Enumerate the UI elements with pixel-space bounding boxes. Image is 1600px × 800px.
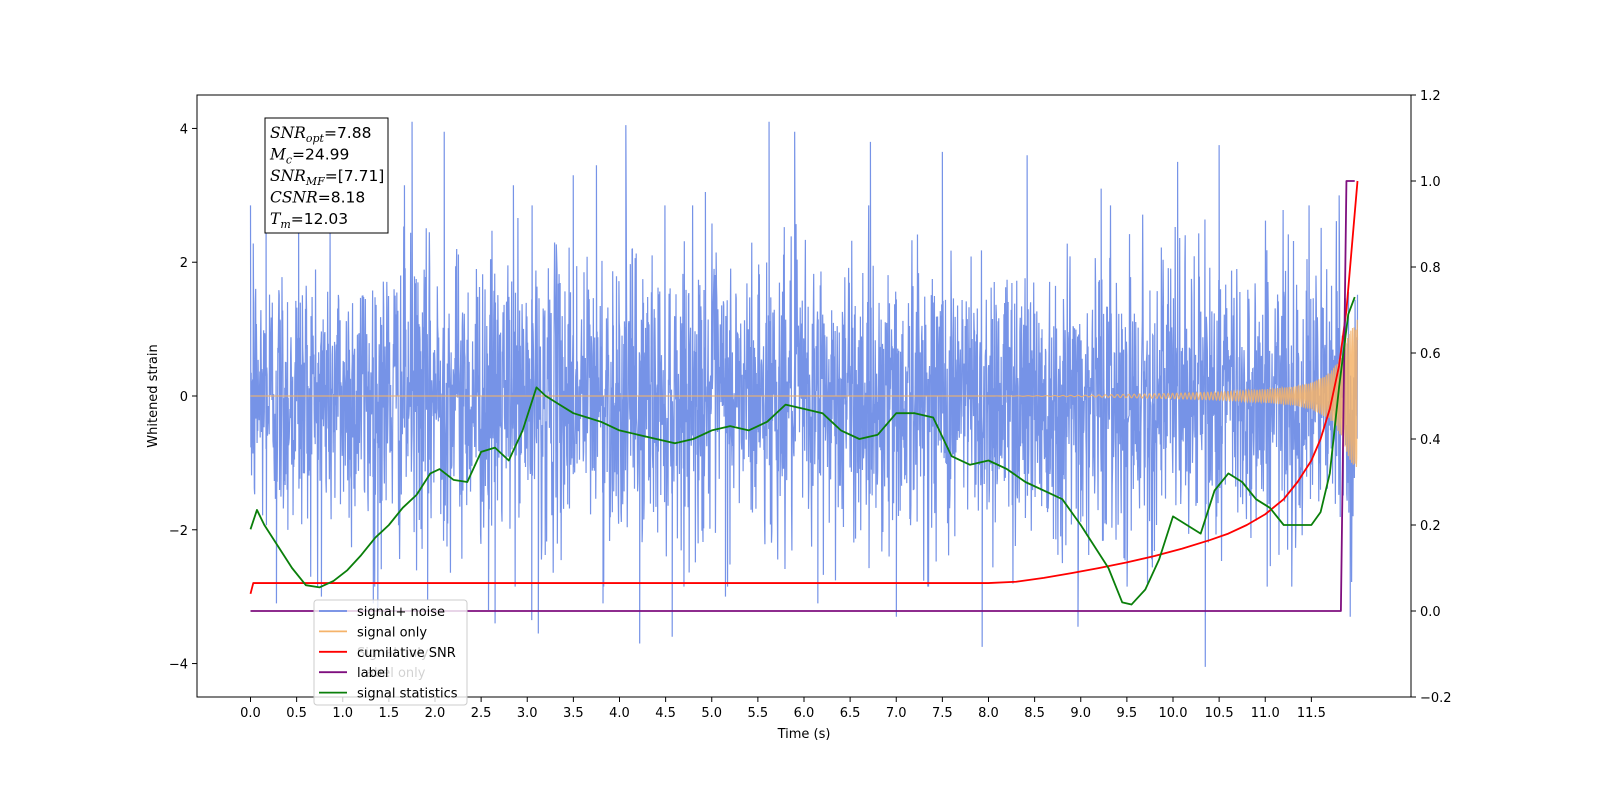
x-tick-label: 6.5 — [840, 706, 861, 721]
annotation-line: Tm=12.03 — [270, 210, 348, 231]
x-tick-label: 5.0 — [701, 706, 722, 721]
legend-label: label — [357, 666, 388, 681]
x-tick-label: 7.5 — [932, 706, 953, 721]
series-signal-only-line — [250, 319, 1359, 468]
series-signal-statistics-line — [249, 296, 1356, 606]
x-tick-label: 5.5 — [748, 706, 769, 721]
annotation-line: Mc=24.99 — [269, 146, 349, 167]
legend-hidden-fragment-2: abel only — [366, 666, 426, 681]
legend-label: cumilative SNR — [357, 646, 456, 661]
y-tick-label: 4 — [180, 122, 188, 137]
x-axis-label: Time (s) — [777, 727, 831, 742]
legend: Signal only abel only signal+ noise signa… — [313, 599, 468, 706]
y2-tick-label: 1.2 — [1420, 89, 1441, 104]
x-tick-label: 11.5 — [1297, 706, 1326, 721]
x-tick-label: 8.0 — [978, 706, 999, 721]
y2-tick-label: 0.8 — [1420, 261, 1441, 276]
legend-frame — [313, 599, 468, 706]
series-signal-noise-line — [249, 121, 1359, 667]
annotation-box: SNRopt=7.88Mc=24.99SNRMF=[7.71]CSNR=8.18… — [264, 117, 389, 234]
legend-label: signal statistics — [357, 687, 458, 702]
x-tick-label: 9.5 — [1117, 706, 1138, 721]
x-tick-label: 3.0 — [517, 706, 538, 721]
series-label-line — [250, 180, 1355, 612]
annotation-frame — [264, 117, 389, 234]
legend-label: signal+ noise — [357, 605, 445, 620]
annotation-line: SNRMF=[7.71] — [270, 167, 384, 188]
x-tick-label: 6.0 — [794, 706, 815, 721]
x-tick-label: 2.0 — [425, 706, 446, 721]
y-axis-right: −0.2 0.0 0.2 0.4 0.6 0.8 1.0 1.2 — [1411, 89, 1452, 706]
y2-tick-label: 0.4 — [1420, 433, 1441, 448]
y2-tick-label: 0.2 — [1420, 519, 1441, 534]
y-axis-left: −4 −2 0 2 4 — [169, 122, 197, 673]
y-tick-label: −4 — [169, 658, 188, 673]
x-tick-label: 3.5 — [563, 706, 584, 721]
annotation-line: SNRopt=7.88 — [270, 124, 371, 145]
y-tick-label: 2 — [180, 256, 188, 271]
x-tick-label: 2.5 — [471, 706, 492, 721]
y-tick-label: 0 — [180, 390, 188, 405]
x-tick-label: 4.0 — [609, 706, 630, 721]
y-tick-label: −2 — [169, 524, 188, 539]
x-tick-label: 7.0 — [886, 706, 907, 721]
annotation-line: CSNR=8.18 — [270, 189, 365, 207]
x-tick-label: 9.0 — [1070, 706, 1091, 721]
x-tick-label: 10.0 — [1159, 706, 1188, 721]
x-tick-label: 1.5 — [379, 706, 400, 721]
x-tick-label: 0.0 — [240, 706, 261, 721]
legend-label: signal only — [357, 625, 427, 640]
y2-tick-label: 1.0 — [1420, 175, 1441, 190]
x-tick-label: 8.5 — [1024, 706, 1045, 721]
x-tick-label: 0.5 — [286, 706, 307, 721]
legend-hidden-fragment-1: Signal only — [357, 646, 429, 661]
y-axis-label: Whitened strain — [146, 344, 161, 447]
x-tick-label: 10.5 — [1205, 706, 1234, 721]
x-tick-label: 4.5 — [655, 706, 676, 721]
y2-tick-label: 0.0 — [1420, 605, 1441, 620]
series-cumulative-snr-line — [249, 180, 1359, 595]
plot-area — [249, 121, 1359, 667]
y2-tick-label: −0.2 — [1420, 691, 1452, 706]
x-tick-label: 1.0 — [332, 706, 353, 721]
x-tick-label: 11.0 — [1251, 706, 1280, 721]
x-axis: 0.0 0.5 1.0 1.5 2.0 2.5 3.0 3.5 4.0 4.5 5.0 5.5 6.0 6… — [240, 697, 1326, 721]
y2-tick-label: 0.6 — [1420, 347, 1441, 362]
